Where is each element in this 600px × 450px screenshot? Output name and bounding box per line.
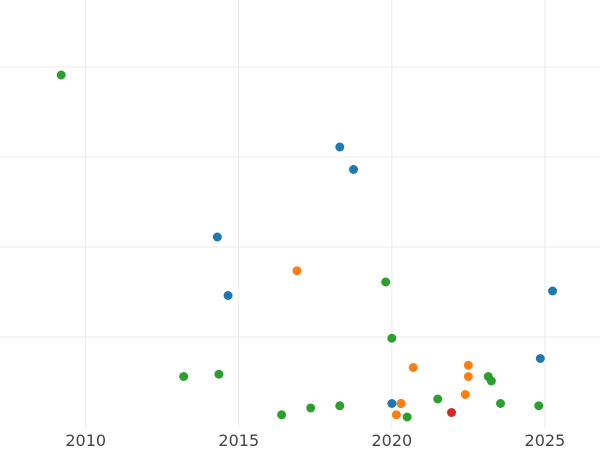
grid xyxy=(0,0,600,428)
data-point-series-3 xyxy=(306,403,316,413)
data-point-series-3 xyxy=(534,401,544,411)
data-point-series-2 xyxy=(408,363,418,372)
data-points xyxy=(56,70,558,422)
data-point-series-1 xyxy=(223,291,233,300)
data-point-series-1 xyxy=(535,354,545,363)
data-point-series-1 xyxy=(349,165,359,174)
data-point-series-3 xyxy=(179,372,189,381)
data-point-series-2 xyxy=(460,390,470,399)
data-point-series-2 xyxy=(391,410,401,420)
data-point-series-1 xyxy=(387,399,397,408)
data-point-series-2 xyxy=(463,360,473,370)
data-point-series-1 xyxy=(548,286,558,296)
data-point-series-3 xyxy=(56,70,66,80)
x-tick-label: 2010 xyxy=(65,431,106,450)
data-point-series-3 xyxy=(486,376,496,386)
data-point-series-1 xyxy=(212,232,222,242)
data-point-series-3 xyxy=(433,394,443,404)
data-point-series-1 xyxy=(335,142,345,152)
x-tick-label: 2025 xyxy=(525,431,566,450)
x-tick-label: 2020 xyxy=(371,431,412,450)
x-tick-label: 2015 xyxy=(218,431,259,450)
data-point-series-3 xyxy=(277,410,287,420)
data-point-series-3 xyxy=(381,277,391,287)
data-point-series-3 xyxy=(335,401,345,411)
data-point-series-2 xyxy=(463,372,473,381)
data-point-series-3 xyxy=(496,399,506,408)
data-point-series-3 xyxy=(214,369,224,379)
data-point-series-3 xyxy=(402,412,412,422)
x-axis-ticks: 2010 2015 2020 2025 xyxy=(65,431,565,450)
data-point-series-3 xyxy=(387,333,397,343)
data-point-series-4 xyxy=(447,408,457,417)
data-point-series-2 xyxy=(396,399,406,408)
data-point-series-2 xyxy=(292,266,302,276)
